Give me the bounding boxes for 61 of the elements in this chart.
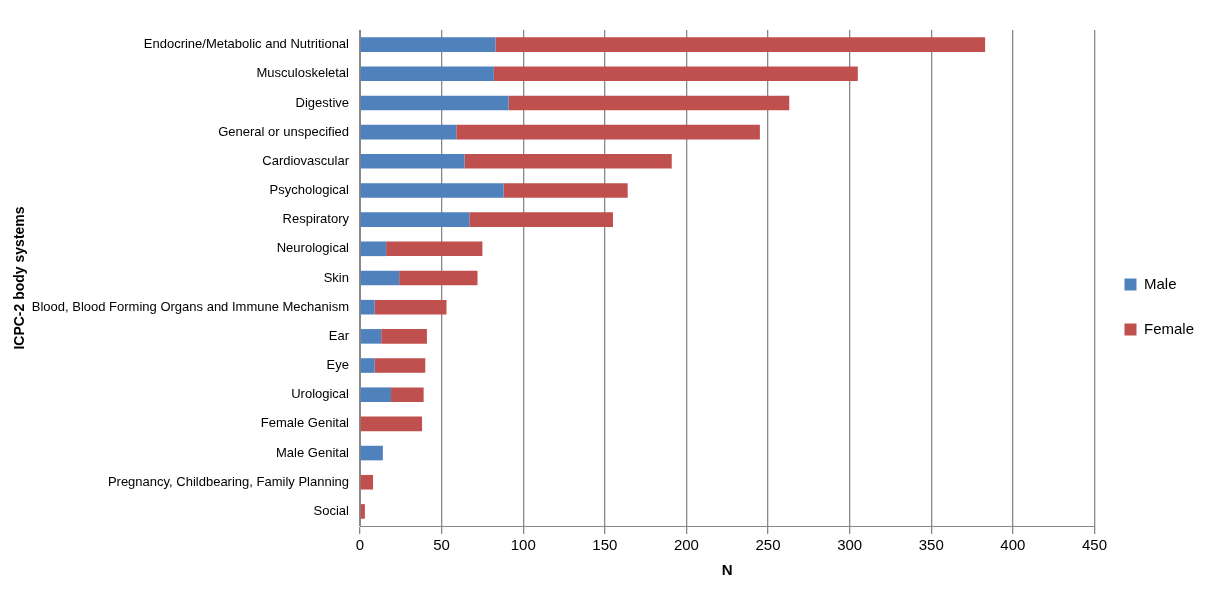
bar bbox=[360, 445, 383, 461]
x-tick-label: 350 bbox=[918, 536, 944, 554]
bar bbox=[360, 387, 392, 402]
bar bbox=[360, 154, 465, 169]
bar bbox=[360, 270, 400, 286]
y-tick-label: Eye bbox=[326, 357, 349, 373]
x-tick-label: 250 bbox=[755, 536, 781, 554]
bar bbox=[360, 504, 365, 519]
bar bbox=[391, 387, 424, 402]
y-tick-label: Musculoskeletal bbox=[256, 65, 350, 81]
y-tick-label: Skin bbox=[323, 269, 349, 285]
bar bbox=[374, 358, 426, 373]
bar bbox=[399, 270, 478, 286]
bar bbox=[495, 37, 986, 52]
bar bbox=[360, 241, 387, 257]
y-tick-label: Male Genital bbox=[276, 444, 350, 460]
y-tick-label: Female Genital bbox=[260, 415, 350, 431]
y-tick-label: General or unspecified bbox=[218, 123, 349, 139]
y-axis-title: ICPC-2 body systems bbox=[11, 206, 28, 350]
bar bbox=[360, 474, 374, 490]
x-tick-label: 150 bbox=[592, 536, 618, 554]
x-tick-label: 200 bbox=[673, 536, 699, 554]
bar bbox=[464, 154, 672, 169]
bar bbox=[360, 416, 423, 432]
y-tick-label: Pregnancy, Childbearing, Family Planning bbox=[107, 473, 349, 489]
y-tick-label: Digestive bbox=[295, 94, 349, 110]
y-tick-label: Ear bbox=[328, 327, 350, 343]
bar bbox=[374, 299, 447, 315]
bar bbox=[386, 241, 483, 257]
y-tick-label: Urological bbox=[291, 386, 350, 402]
bar bbox=[360, 299, 375, 315]
bar bbox=[503, 183, 628, 198]
y-tick-label: Blood, Blood Forming Organs and Immune Mechanism bbox=[31, 298, 349, 314]
y-tick-label: Neurological bbox=[276, 240, 350, 256]
y-tick-label: Respiratory bbox=[282, 211, 350, 227]
x-tick-label: 450 bbox=[1081, 536, 1107, 554]
x-tick-label: 50 bbox=[433, 536, 450, 554]
x-tick-label: 400 bbox=[1000, 536, 1026, 554]
bar bbox=[360, 358, 375, 373]
y-tick-label: Cardiovascular bbox=[262, 152, 350, 168]
bar bbox=[360, 329, 382, 344]
bar bbox=[360, 124, 457, 140]
legend-label: Male bbox=[1143, 274, 1177, 292]
bar bbox=[360, 212, 470, 227]
legend-label: Female bbox=[1143, 319, 1195, 337]
y-tick-label: Endocrine/Metabolic and Nutritional bbox=[143, 36, 350, 52]
bar bbox=[381, 329, 427, 344]
bar bbox=[360, 183, 504, 198]
bar bbox=[493, 66, 858, 82]
bar bbox=[469, 212, 613, 227]
x-axis-title: N bbox=[721, 561, 733, 579]
y-tick-label: Social bbox=[313, 502, 350, 518]
bar bbox=[360, 66, 494, 82]
bar bbox=[508, 95, 790, 111]
bar bbox=[360, 95, 509, 111]
x-tick-label: 0 bbox=[355, 536, 365, 554]
bar bbox=[360, 37, 496, 52]
x-tick-label: 100 bbox=[510, 536, 536, 554]
y-tick-label: Psychological bbox=[269, 182, 350, 198]
bar bbox=[456, 124, 760, 140]
x-tick-label: 300 bbox=[837, 536, 863, 554]
